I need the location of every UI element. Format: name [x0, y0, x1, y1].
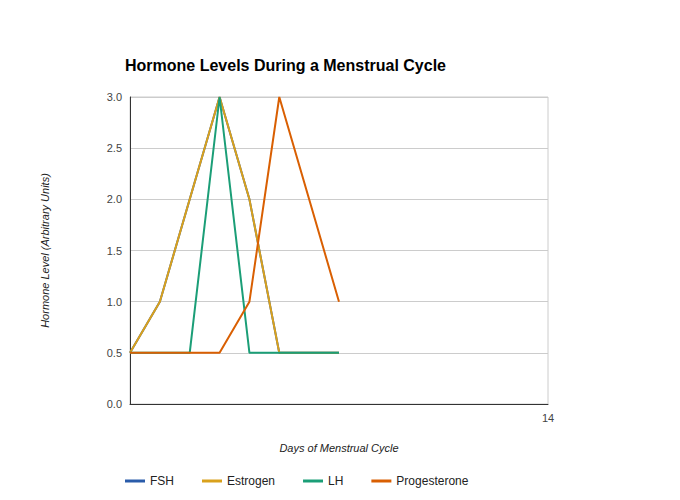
svg-text:0.0: 0.0 — [107, 398, 122, 410]
svg-text:Estrogen: Estrogen — [227, 474, 275, 488]
svg-text:LH: LH — [328, 474, 343, 488]
svg-text:0.5: 0.5 — [107, 347, 122, 359]
svg-text:1.0: 1.0 — [107, 296, 122, 308]
svg-text:FSH: FSH — [150, 474, 174, 488]
svg-text:Progesterone: Progesterone — [396, 474, 468, 488]
svg-text:Hormone Levels During a Menstr: Hormone Levels During a Menstrual Cycle — [125, 57, 446, 74]
svg-text:2.5: 2.5 — [107, 142, 122, 154]
svg-text:Days of Menstrual Cycle: Days of Menstrual Cycle — [279, 442, 398, 454]
svg-text:Hormone Level (Arbitrary Units: Hormone Level (Arbitrary Units) — [39, 173, 51, 328]
svg-text:1.5: 1.5 — [107, 245, 122, 257]
svg-text:2.0: 2.0 — [107, 193, 122, 205]
svg-text:14: 14 — [542, 412, 554, 424]
svg-text:3.0: 3.0 — [107, 91, 122, 103]
